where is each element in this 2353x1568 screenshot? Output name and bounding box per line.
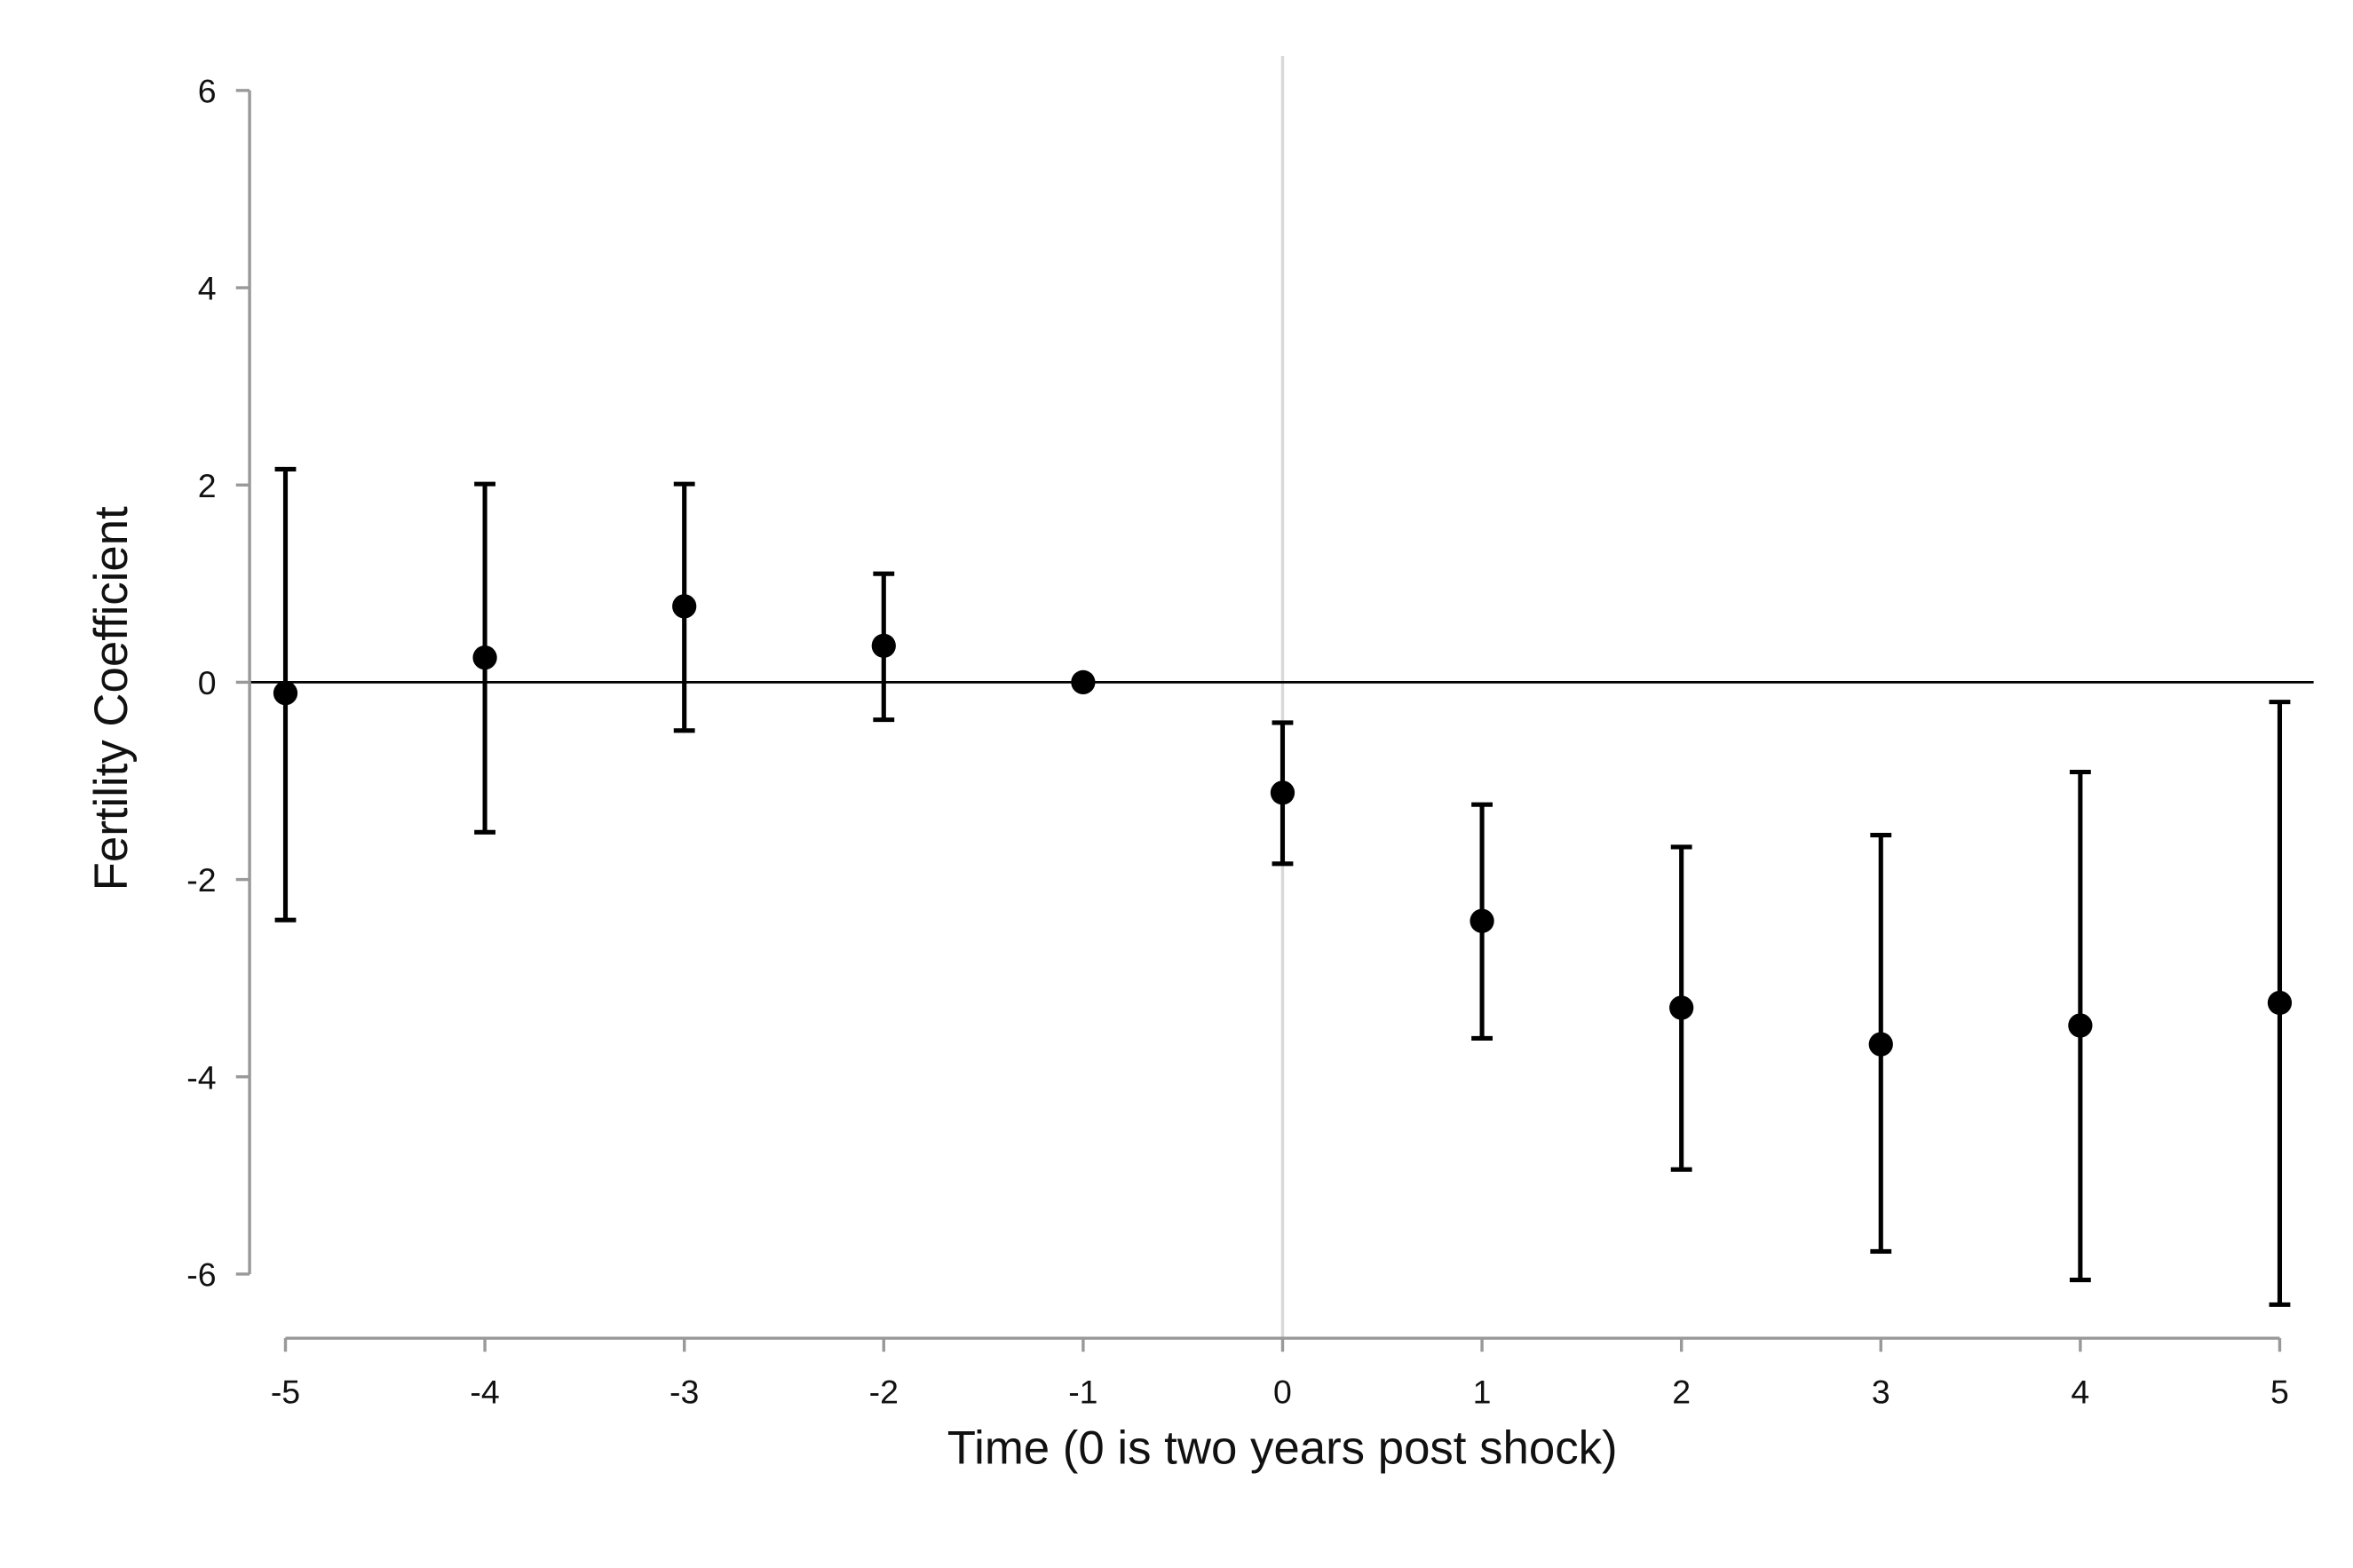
x-tick-label: 2 <box>1672 1373 1691 1410</box>
x-tick-label: -1 <box>1068 1373 1097 1410</box>
y-tick-label: 4 <box>198 270 217 307</box>
point <box>1470 908 1494 933</box>
y-tick-label: 6 <box>198 73 217 110</box>
x-tick-label: -3 <box>669 1373 699 1410</box>
y-tick-label: -6 <box>186 1256 216 1294</box>
x-tick-label: 3 <box>1872 1373 1890 1410</box>
x-tick-label: -2 <box>869 1373 899 1410</box>
point <box>472 645 497 670</box>
y-tick-label: 2 <box>198 467 217 504</box>
x-axis-title: Time (0 is two years post shock) <box>947 1421 1618 1474</box>
point <box>871 633 896 658</box>
point <box>1071 669 1096 695</box>
point <box>2267 990 2293 1016</box>
y-tick-label: 0 <box>198 664 217 701</box>
point <box>2068 1013 2093 1038</box>
x-tick-label: 5 <box>2270 1373 2289 1410</box>
x-tick-label: 0 <box>1273 1373 1292 1410</box>
x-tick-label: -5 <box>271 1373 300 1410</box>
x-tick-label: 4 <box>2071 1373 2089 1410</box>
point <box>1669 995 1694 1020</box>
point <box>1270 780 1295 805</box>
point <box>1868 1032 1893 1057</box>
y-axis-title: Fertility Coefficient <box>85 506 138 891</box>
x-tick-label: 1 <box>1473 1373 1492 1410</box>
point <box>273 681 298 706</box>
y-tick-label: -2 <box>186 861 216 899</box>
x-tick-label: -4 <box>470 1373 499 1410</box>
y-tick-label: -4 <box>186 1058 216 1096</box>
point <box>672 594 697 619</box>
